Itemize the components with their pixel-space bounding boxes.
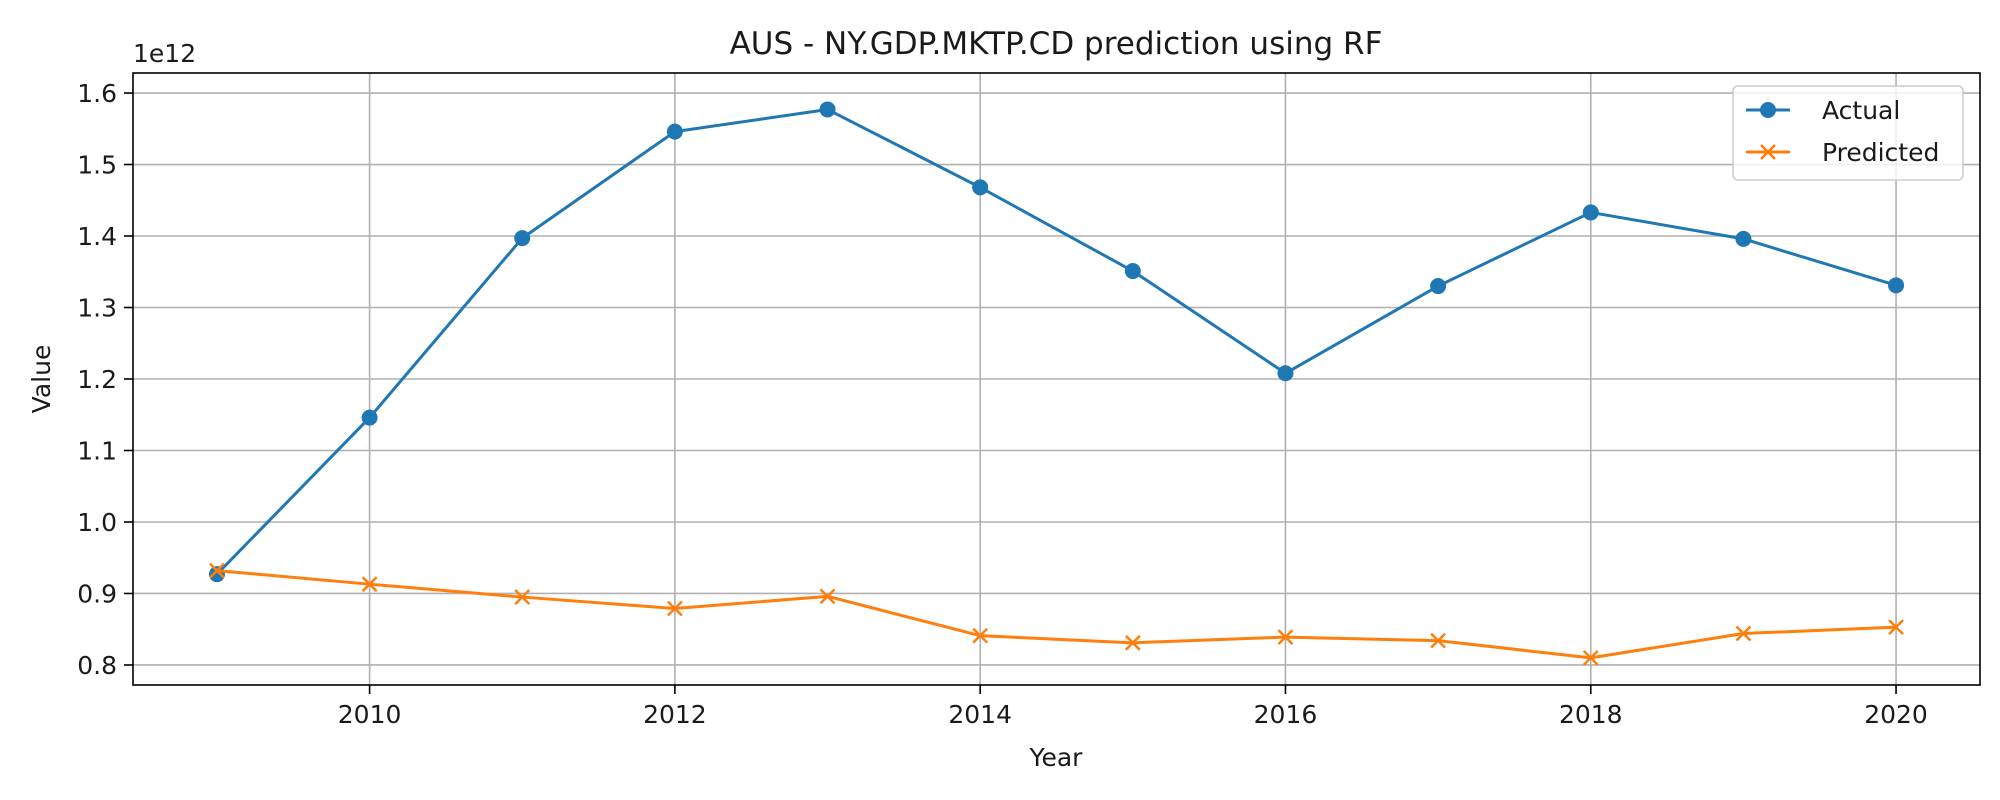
legend-label-predicted: Predicted: [1822, 138, 1939, 167]
series-line-predicted: [215, 569, 1898, 660]
y-tick-label: 1.3: [77, 294, 117, 323]
y-tick-label: 1.6: [77, 79, 117, 108]
data-point-predicted: [514, 589, 531, 605]
data-point-actual: [972, 179, 989, 196]
data-point-predicted: [1582, 649, 1599, 666]
chart-title: AUS - NY.GDP.MKTP.CD prediction using RF: [730, 26, 1383, 62]
x-tick-label: 2016: [1254, 700, 1318, 729]
grid-lines: [133, 73, 1980, 685]
data-point-predicted: [1888, 619, 1904, 635]
legend-predicted-marker: [1760, 144, 1776, 160]
data-point-predicted: [667, 600, 683, 617]
legend-actual-marker: [1760, 102, 1776, 118]
data-point-predicted: [972, 627, 989, 644]
x-tick-label: 2012: [643, 700, 707, 729]
series-layer: [208, 101, 1905, 666]
y-tick-label: 1.2: [77, 365, 117, 394]
y-tick-label: 1.5: [77, 151, 117, 180]
data-point-predicted: [1735, 625, 1752, 642]
y-tick-label: 0.9: [77, 579, 117, 608]
y-tick-label: 1.0: [77, 508, 117, 537]
data-point-predicted: [1277, 629, 1294, 645]
y-tick-label: 0.8: [77, 651, 117, 680]
x-tick-label: 2018: [1559, 700, 1623, 729]
data-point-actual: [1735, 230, 1752, 247]
legend-label-actual: Actual: [1822, 96, 1900, 125]
y-tick-label: 1.4: [77, 222, 117, 251]
data-point-predicted: [1430, 632, 1446, 649]
series-line-actual: [215, 107, 1898, 576]
data-point-actual: [208, 566, 225, 583]
x-tick-label: 2020: [1864, 700, 1928, 729]
data-point-actual: [666, 123, 683, 140]
legend: Actual Predicted: [1732, 85, 1964, 181]
data-point-predicted: [819, 588, 836, 605]
data-point-actual: [1277, 365, 1294, 382]
y-axis-label: Value: [27, 345, 56, 414]
data-point-actual: [514, 230, 531, 247]
data-point-actual: [1430, 278, 1447, 295]
legend-frame: [1732, 85, 1964, 181]
data-point-predicted: [361, 576, 378, 593]
y-tick-label: 1.1: [77, 436, 117, 465]
x-tick-label: 2010: [338, 700, 402, 729]
axis-ticks: 2010 2012 2014 2016 2018 2020 0.8 0.9 1.0 1.1 1.2 1…: [77, 79, 1928, 729]
data-point-actual: [1888, 277, 1905, 294]
data-point-predicted: [1124, 634, 1141, 651]
data-point-actual: [1582, 204, 1599, 221]
data-point-actual: [361, 409, 378, 426]
data-point-predicted: [209, 562, 225, 579]
data-point-actual: [1124, 263, 1141, 280]
x-axis-label: Year: [1029, 743, 1084, 772]
y-offset-label: 1e12: [133, 39, 196, 68]
x-tick-label: 2014: [948, 700, 1012, 729]
data-point-actual: [819, 101, 836, 118]
